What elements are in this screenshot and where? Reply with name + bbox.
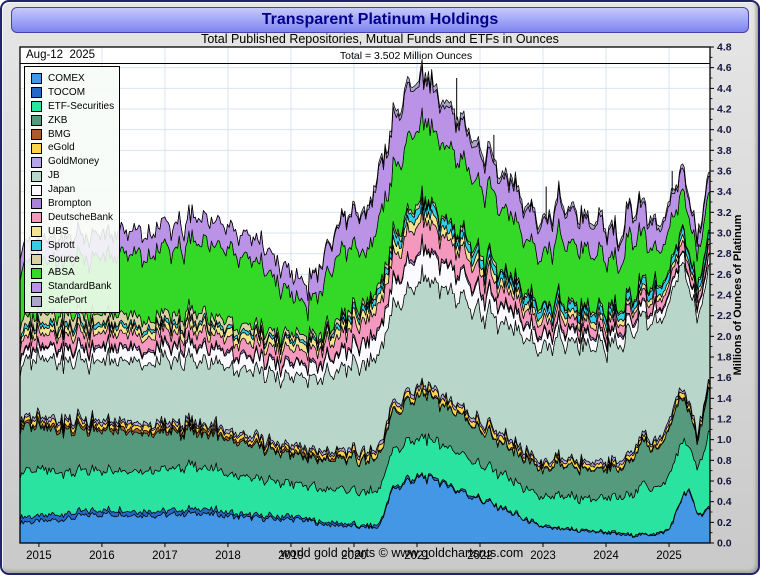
svg-text:1.8: 1.8 <box>717 352 732 364</box>
legend-item-zkb: ZKB <box>31 114 116 128</box>
svg-text:0.4: 0.4 <box>717 496 732 508</box>
svg-text:2024: 2024 <box>593 550 619 562</box>
legend-label: COMEX <box>48 72 85 84</box>
legend-swatch <box>31 295 42 307</box>
legend-swatch <box>31 254 42 266</box>
legend-swatch <box>31 226 42 238</box>
legend-label: eGold <box>48 142 75 154</box>
svg-text:3.2: 3.2 <box>717 207 732 219</box>
legend-swatch <box>31 240 42 252</box>
legend-swatch <box>31 87 42 99</box>
legend-swatch <box>31 142 42 154</box>
svg-text:1.2: 1.2 <box>717 414 732 426</box>
svg-text:4.6: 4.6 <box>717 62 732 74</box>
legend-label: Brompton <box>48 197 92 209</box>
legend-label: ETF-Securities <box>48 100 115 112</box>
svg-text:2019: 2019 <box>278 550 304 562</box>
svg-text:2016: 2016 <box>89 550 115 562</box>
legend-label: Japan <box>48 184 76 196</box>
legend-swatch <box>31 184 42 196</box>
legend-label: UBS <box>48 225 69 237</box>
date-label: Aug-12 2025 <box>26 49 96 61</box>
svg-text:2.8: 2.8 <box>717 248 732 260</box>
legend-item-standardbank: StandardBank <box>31 280 116 294</box>
legend-label: SafePort <box>48 295 87 307</box>
legend-item-source: Source <box>31 253 116 267</box>
legend-swatch <box>31 156 42 168</box>
legend-label: JB <box>48 170 60 182</box>
chart-subtitle: Total Published Repositories, Mutual Fun… <box>201 32 559 46</box>
legend-item-etf-securities: ETF-Securities <box>31 100 116 114</box>
legend-swatch <box>31 170 42 182</box>
legend-item-jb: JB <box>31 169 116 183</box>
legend-label: TOCOM <box>48 86 86 98</box>
svg-text:0.8: 0.8 <box>717 455 732 467</box>
svg-text:4.2: 4.2 <box>717 104 732 116</box>
svg-text:4.0: 4.0 <box>717 124 732 136</box>
svg-text:3.8: 3.8 <box>717 145 732 157</box>
legend-item-bmg: BMG <box>31 128 116 142</box>
legend-label: ZKB <box>48 114 68 126</box>
legend-swatch <box>31 115 42 127</box>
legend-label: Sprott <box>48 239 75 251</box>
legend-item-comex: COMEX <box>31 72 116 86</box>
legend: COMEX TOCOM ETF-Securities ZKB BMG eGold GoldM… <box>24 66 120 314</box>
legend-swatch <box>31 281 42 293</box>
svg-text:0.2: 0.2 <box>717 517 732 529</box>
svg-text:2015: 2015 <box>26 550 52 562</box>
page-title: Transparent Platinum Holdings <box>261 11 499 28</box>
y-axis-title: Millions of Ounces of Platinum <box>732 214 744 376</box>
svg-text:3.0: 3.0 <box>717 228 732 240</box>
svg-text:4.4: 4.4 <box>717 83 732 95</box>
svg-text:1.0: 1.0 <box>717 434 732 446</box>
legend-item-brompton: Brompton <box>31 197 116 211</box>
svg-text:0.6: 0.6 <box>717 476 732 488</box>
svg-text:1.4: 1.4 <box>717 393 732 405</box>
legend-swatch <box>31 198 42 210</box>
svg-text:0.0: 0.0 <box>717 538 732 550</box>
legend-item-tocom: TOCOM <box>31 86 116 100</box>
legend-swatch <box>31 101 42 113</box>
legend-label: BMG <box>48 128 71 140</box>
legend-swatch <box>31 267 42 279</box>
svg-text:2.6: 2.6 <box>717 269 732 281</box>
svg-text:4.8: 4.8 <box>717 42 732 54</box>
svg-text:2.4: 2.4 <box>717 290 732 302</box>
legend-label: DeutscheBank <box>48 211 114 223</box>
svg-text:2.0: 2.0 <box>717 331 732 343</box>
total-label: Total = 3.502 Million Ounces <box>339 50 473 62</box>
svg-text:2018: 2018 <box>215 550 241 562</box>
legend-item-goldmoney: GoldMoney <box>31 155 116 169</box>
svg-text:2023: 2023 <box>530 550 556 562</box>
svg-text:3.6: 3.6 <box>717 166 732 178</box>
legend-swatch <box>31 212 42 224</box>
footer-credit: world gold charts © www.goldchartsrus.co… <box>280 546 524 560</box>
svg-text:2017: 2017 <box>152 550 178 562</box>
legend-item-egold: eGold <box>31 141 116 155</box>
svg-text:2025: 2025 <box>656 550 682 562</box>
legend-item-absa: ABSA <box>31 266 116 280</box>
svg-text:1.6: 1.6 <box>717 372 732 384</box>
svg-text:2020: 2020 <box>341 550 367 562</box>
legend-item-japan: Japan <box>31 183 116 197</box>
legend-label: GoldMoney <box>48 156 100 168</box>
legend-label: Source <box>48 253 80 265</box>
svg-text:2021: 2021 <box>404 550 430 562</box>
svg-text:2.2: 2.2 <box>717 310 732 322</box>
svg-text:2022: 2022 <box>467 550 493 562</box>
legend-swatch <box>31 73 42 85</box>
legend-item-safeport: SafePort <box>31 294 116 308</box>
svg-text:3.4: 3.4 <box>717 186 732 198</box>
legend-label: StandardBank <box>48 281 112 293</box>
legend-swatch <box>31 129 42 140</box>
legend-item-sprott: Sprott <box>31 239 116 253</box>
legend-label: ABSA <box>48 267 75 279</box>
title-bar: Transparent Platinum Holdings <box>11 7 749 33</box>
legend-item-ubs: UBS <box>31 225 116 239</box>
legend-item-deutschebank: DeutscheBank <box>31 211 116 225</box>
